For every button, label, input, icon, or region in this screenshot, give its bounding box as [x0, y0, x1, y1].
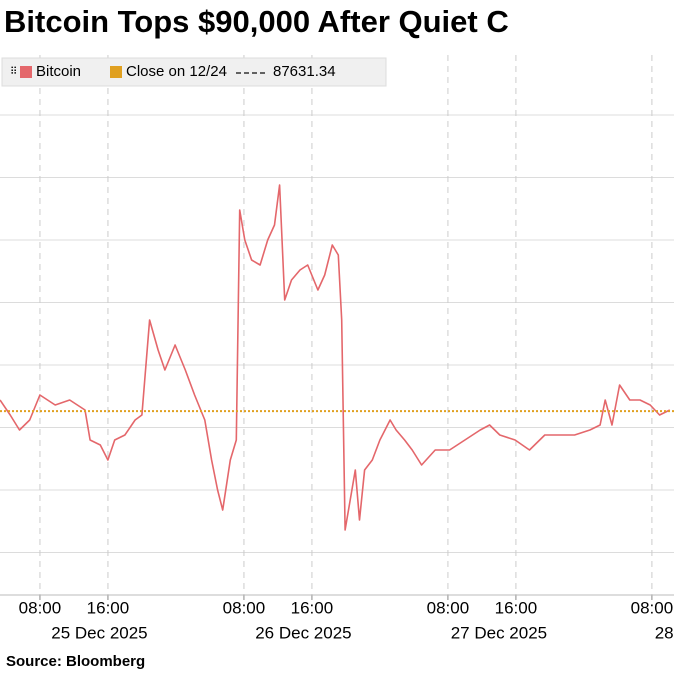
source: Source: Bloomberg	[6, 653, 145, 670]
date-label: 26 Dec 2025	[255, 623, 351, 642]
date-label: 25 Dec 2025	[51, 623, 147, 642]
x-tick-label: 16:00	[495, 598, 538, 617]
x-tick-label: 08:00	[19, 598, 62, 617]
date-label: 28 Dec 2025	[655, 623, 674, 642]
legend-swatch	[110, 66, 122, 78]
chart-title: Bitcoin Tops $90,000 After Quiet C	[4, 4, 509, 39]
date-label: 27 Dec 2025	[451, 623, 547, 642]
legend-value: 87631.34	[273, 63, 336, 80]
legend: ⠿ Bitcoin Close on 12/24 87631.34	[1, 57, 387, 87]
x-tick-label: 16:00	[87, 598, 130, 617]
legend-label: Close on 12/24	[126, 63, 227, 80]
x-tick-label: 08:00	[631, 598, 674, 617]
x-tick-label: 08:00	[223, 598, 266, 617]
x-tick-label: 16:00	[291, 598, 334, 617]
series-line	[0, 184, 671, 531]
legend-label: Bitcoin	[36, 63, 81, 80]
legend-box	[1, 57, 387, 87]
legend-swatch	[20, 66, 32, 78]
x-tick-label: 08:00	[427, 598, 470, 617]
legend-handle: ⠿	[10, 67, 17, 78]
